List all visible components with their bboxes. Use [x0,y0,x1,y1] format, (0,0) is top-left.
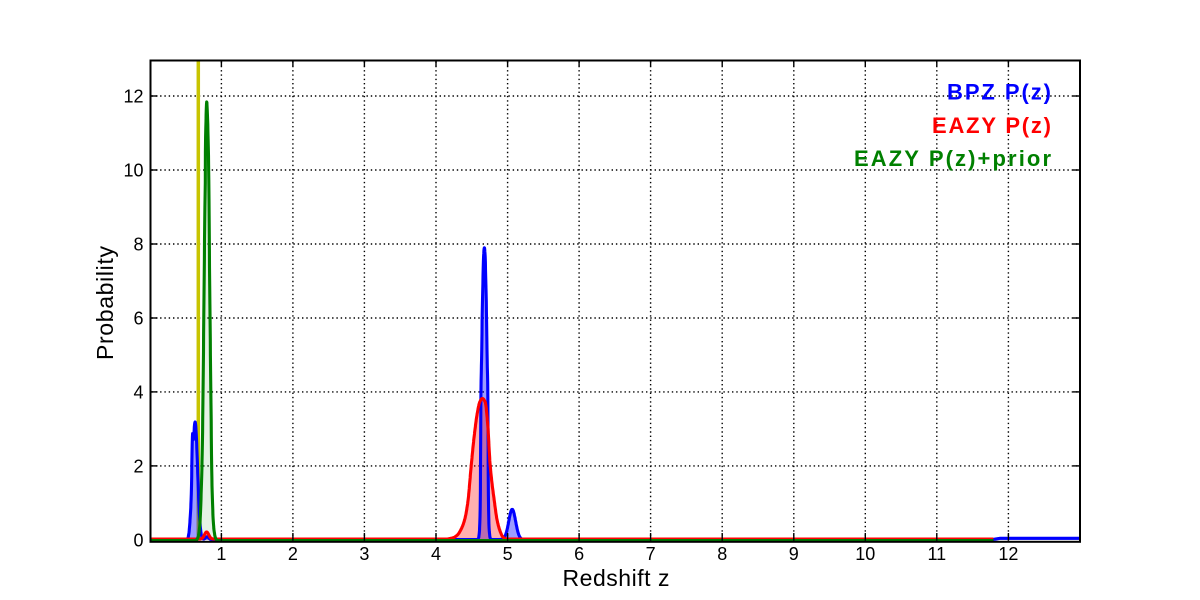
svg-text:8: 8 [717,544,727,564]
svg-text:12: 12 [998,544,1018,564]
svg-text:7: 7 [646,544,656,564]
svg-text:11: 11 [927,544,946,564]
svg-text:2: 2 [133,456,143,476]
svg-text:BPZ P(z): BPZ P(z) [947,80,1051,105]
svg-text:9: 9 [789,544,799,564]
svg-text:5: 5 [503,544,513,564]
svg-text:4: 4 [431,544,441,564]
svg-text:2: 2 [288,544,298,564]
svg-text:4: 4 [133,382,143,402]
svg-text:EAZY P(z)+prior: EAZY P(z)+prior [854,146,1051,171]
svg-text:0: 0 [133,530,143,550]
svg-text:1: 1 [216,544,226,564]
svg-text:10: 10 [855,544,875,564]
svg-text:Probability: Probability [92,246,118,361]
svg-text:Redshift z: Redshift z [563,565,670,591]
svg-text:3: 3 [359,544,369,564]
svg-text:6: 6 [574,544,584,564]
svg-text:10: 10 [123,160,143,180]
svg-text:EAZY P(z): EAZY P(z) [932,113,1051,138]
svg-text:8: 8 [133,234,143,254]
svg-text:12: 12 [123,86,143,106]
svg-text:6: 6 [133,308,143,328]
